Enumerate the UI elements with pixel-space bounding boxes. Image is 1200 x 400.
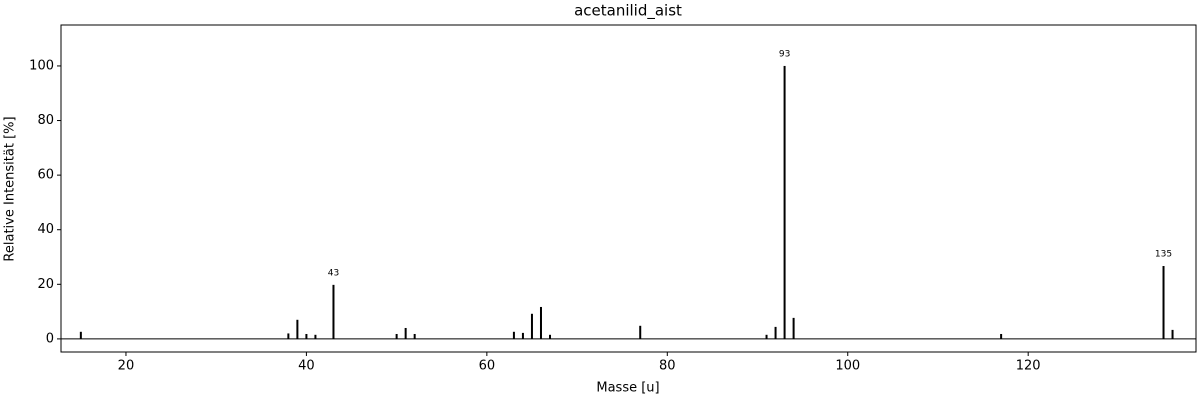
y-tick-label: 60 — [37, 168, 54, 183]
x-axis-label: Masse [u] — [596, 381, 659, 396]
peak — [549, 334, 552, 339]
peak — [413, 333, 416, 339]
peak — [774, 326, 777, 339]
peak — [530, 313, 533, 339]
peak-label: 43 — [328, 268, 339, 278]
peak — [404, 327, 407, 339]
x-tick-label: 60 — [479, 359, 496, 374]
chart-title: acetanilid_aist — [574, 2, 682, 21]
x-tick-label: 80 — [659, 359, 676, 374]
peak — [1171, 329, 1174, 339]
peak-label: 93 — [779, 49, 790, 59]
peak — [332, 284, 335, 339]
peak — [314, 334, 317, 339]
y-axis-label: Relative Intensität [%] — [3, 116, 18, 261]
peak — [395, 333, 398, 339]
peak — [1000, 333, 1003, 339]
peak — [287, 333, 290, 339]
x-tick-label: 100 — [835, 359, 860, 374]
peak — [765, 334, 768, 339]
peak — [639, 325, 642, 339]
y-tick-label: 80 — [37, 113, 54, 128]
axes-frame — [60, 24, 1197, 353]
peak — [539, 306, 542, 339]
y-tick-label: 20 — [37, 277, 54, 292]
peak — [792, 317, 795, 339]
x-tick-label: 20 — [118, 359, 135, 374]
peak — [783, 65, 786, 339]
peak — [521, 332, 524, 339]
peak-label: 135 — [1155, 250, 1172, 260]
peak — [512, 331, 515, 339]
y-tick-label: 0 — [46, 331, 54, 346]
peak — [1162, 266, 1165, 339]
x-tick-label: 40 — [298, 359, 315, 374]
y-tick-label: 40 — [37, 222, 54, 237]
y-tick-label: 100 — [29, 58, 54, 73]
peak — [296, 319, 299, 339]
peak — [305, 333, 308, 339]
x-tick-label: 120 — [1016, 359, 1041, 374]
peak — [79, 331, 82, 339]
